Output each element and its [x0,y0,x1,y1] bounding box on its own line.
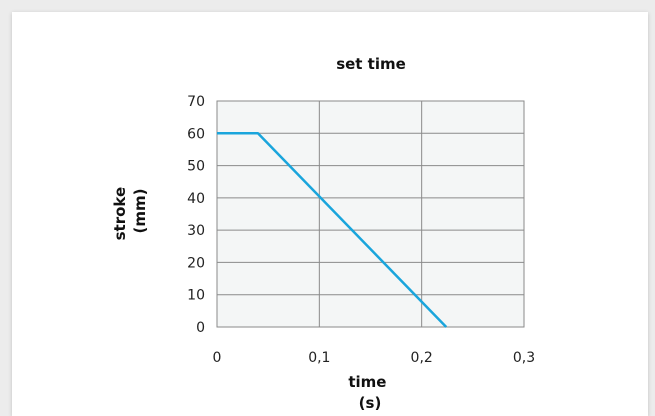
x-axis-label-line2: (s) [359,394,382,412]
y-tick-label: 50 [187,159,205,175]
y-tick-label: 40 [187,191,205,207]
y-axis-ticks: 0 10 20 30 40 50 60 70 [187,94,205,336]
y-axis-label-line1: stroke [111,187,129,241]
x-tick-label: 0,3 [513,350,535,366]
x-tick-label: 0,1 [308,350,330,366]
y-tick-label: 0 [196,320,205,336]
x-axis-ticks: 0 0,1 0,2 0,3 [213,350,536,366]
x-axis-label: time (s) [348,373,391,412]
y-tick-label: 20 [187,255,205,271]
y-axis-label: stroke (mm) [111,182,149,241]
chart-title: set time [336,55,406,73]
y-axis-label-line2: (mm) [131,189,149,234]
x-tick-label: 0,2 [411,350,433,366]
y-tick-label: 60 [187,126,205,142]
grid [217,101,524,327]
plot-area [216,100,525,328]
x-axis-label-line1: time [348,373,386,391]
series-group [217,132,448,328]
y-tick-label: 70 [187,94,205,110]
y-tick-label: 30 [187,223,205,239]
series-line-0 [217,132,448,328]
y-tick-label: 10 [187,288,205,304]
x-tick-label: 0 [213,350,222,366]
